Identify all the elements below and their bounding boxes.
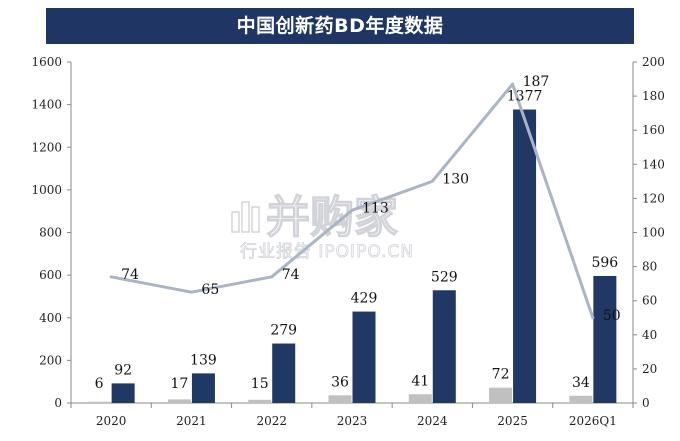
left-tick-label: 200 xyxy=(39,353,62,367)
bar-data-label: 596 xyxy=(591,255,618,271)
line-point xyxy=(270,275,274,279)
line-point xyxy=(189,290,193,294)
bar-data-label: 72 xyxy=(492,367,510,383)
line-point xyxy=(109,275,113,279)
watermark-sub-text: 行业报告 IPOIPO.CN xyxy=(240,242,414,262)
right-tick-label: 100 xyxy=(642,226,665,240)
bar-data-label: 429 xyxy=(351,291,378,307)
line-data-label: 65 xyxy=(201,282,219,298)
bar xyxy=(328,395,352,403)
bars xyxy=(87,109,617,403)
x-tick-label: 2023 xyxy=(337,414,368,428)
line-data-label: 50 xyxy=(603,308,621,324)
line-point xyxy=(430,179,434,183)
bar-chart-icon xyxy=(231,201,260,233)
bar xyxy=(248,399,272,403)
right-tick-label: 180 xyxy=(642,89,665,103)
right-tick-label: 160 xyxy=(642,123,665,137)
left-tick-label: 1000 xyxy=(31,183,62,197)
bar-data-label: 1377 xyxy=(507,89,543,105)
x-tick-label: 2026Q1 xyxy=(569,414,617,428)
x-tick-label: 2024 xyxy=(417,414,448,428)
bar xyxy=(167,399,191,403)
left-tick-label: 0 xyxy=(54,396,62,410)
bar xyxy=(569,395,593,403)
bar-data-label: 41 xyxy=(411,373,429,389)
line-data-label: 187 xyxy=(523,74,550,90)
right-tick-label: 40 xyxy=(642,328,657,342)
bar-data-label: 279 xyxy=(270,323,297,339)
bar-data-label: 15 xyxy=(251,376,269,392)
bar-data-label: 34 xyxy=(572,375,590,391)
bar xyxy=(489,387,513,403)
right-tick-label: 0 xyxy=(642,396,650,410)
bar xyxy=(432,290,456,403)
bar xyxy=(272,343,296,403)
right-tick-label: 200 xyxy=(642,55,665,69)
left-tick-label: 1600 xyxy=(31,55,62,69)
left-tick-label: 600 xyxy=(39,268,62,282)
x-tick-label: 2020 xyxy=(96,414,127,428)
line-data-label: 74 xyxy=(121,267,139,283)
right-tick-label: 120 xyxy=(642,191,665,205)
x-tick-label: 2021 xyxy=(176,414,207,428)
line-data-label: 113 xyxy=(362,200,389,216)
line-point xyxy=(591,316,595,320)
bar-data-label: 17 xyxy=(171,376,189,392)
line-point xyxy=(511,82,515,86)
bar-data-label: 6 xyxy=(95,376,104,392)
axes: 0 200 400 600 800 1000 1200 1400 1600 0 20 40 60 80 10… xyxy=(31,55,664,428)
right-tick-label: 80 xyxy=(642,260,657,274)
left-tick-label: 800 xyxy=(39,226,62,240)
bar xyxy=(111,383,135,403)
bar xyxy=(513,109,537,403)
right-tick-label: 60 xyxy=(642,294,657,308)
line-data-label: 130 xyxy=(442,171,469,187)
left-tick-label: 1400 xyxy=(31,98,62,112)
chart-title: 中国创新药BD年度数据 xyxy=(236,15,444,37)
line-data-label: 74 xyxy=(282,267,300,283)
left-tick-label: 400 xyxy=(39,311,62,325)
line-point xyxy=(350,208,354,212)
right-tick-label: 140 xyxy=(642,157,665,171)
x-tick-label: 2025 xyxy=(497,414,528,428)
data-labels: 6 17 15 36 41 72 34 92 139 279 429 529 1377 596 74 65 74… xyxy=(95,74,621,392)
bar xyxy=(408,394,432,403)
bar xyxy=(87,401,111,403)
bar-data-label: 529 xyxy=(431,269,458,285)
bar xyxy=(593,275,617,403)
watermark: 并购家 行业报告 IPOIPO.CN xyxy=(231,191,414,262)
bar-data-label: 139 xyxy=(190,352,217,368)
line-layer xyxy=(109,82,595,320)
right-tick-label: 20 xyxy=(642,362,657,376)
watermark-main-text: 并购家 xyxy=(266,192,398,243)
x-tick-label: 2022 xyxy=(256,414,287,428)
bar-data-label: 92 xyxy=(114,362,132,378)
title-bar: 中国创新药BD年度数据 xyxy=(46,8,634,44)
left-tick-label: 1200 xyxy=(31,140,62,154)
bar xyxy=(352,311,376,403)
bar xyxy=(191,373,215,403)
bar-data-label: 36 xyxy=(331,374,349,390)
